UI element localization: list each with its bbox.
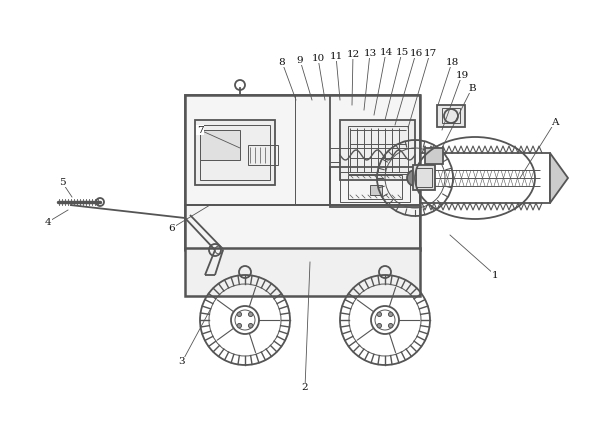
Text: 18: 18 (445, 57, 458, 66)
Text: 7: 7 (197, 125, 203, 134)
Bar (425, 148, 443, 164)
Text: 13: 13 (364, 48, 377, 57)
Bar (437, 105, 465, 127)
Bar (200, 125, 270, 180)
Circle shape (377, 324, 382, 328)
Bar (200, 130, 240, 160)
Circle shape (388, 324, 393, 328)
Circle shape (248, 324, 253, 328)
Circle shape (248, 312, 253, 317)
Bar (185, 205, 420, 250)
Text: 17: 17 (424, 48, 437, 57)
Text: 4: 4 (44, 217, 52, 226)
Text: 5: 5 (59, 178, 65, 187)
Text: 9: 9 (296, 56, 304, 65)
Bar (248, 145, 278, 165)
Bar (185, 95, 420, 250)
Bar (195, 120, 275, 185)
Bar (420, 153, 550, 203)
Circle shape (388, 312, 393, 317)
Text: 10: 10 (311, 54, 325, 62)
Bar (442, 108, 460, 123)
Text: B: B (468, 83, 476, 92)
Bar (413, 165, 435, 190)
Circle shape (407, 170, 423, 186)
Text: 8: 8 (278, 57, 286, 66)
Bar (330, 167, 420, 207)
Text: 3: 3 (179, 357, 185, 366)
Text: 11: 11 (329, 51, 343, 60)
Bar (416, 168, 432, 187)
Circle shape (377, 312, 382, 317)
Bar (348, 175, 402, 199)
Bar (340, 120, 415, 180)
Text: 16: 16 (409, 48, 422, 57)
Bar (185, 95, 420, 205)
Polygon shape (550, 153, 568, 203)
Text: 12: 12 (346, 50, 359, 59)
Bar (348, 126, 408, 174)
Text: 14: 14 (379, 48, 392, 56)
Text: 15: 15 (395, 48, 409, 56)
Bar (185, 248, 420, 296)
Bar (370, 185, 382, 195)
Text: A: A (551, 118, 559, 127)
Text: 1: 1 (491, 270, 499, 279)
Text: 19: 19 (455, 71, 469, 80)
Circle shape (237, 324, 242, 328)
Text: 6: 6 (169, 223, 175, 232)
Text: 2: 2 (302, 383, 308, 392)
Circle shape (237, 312, 242, 317)
Bar (340, 172, 410, 202)
